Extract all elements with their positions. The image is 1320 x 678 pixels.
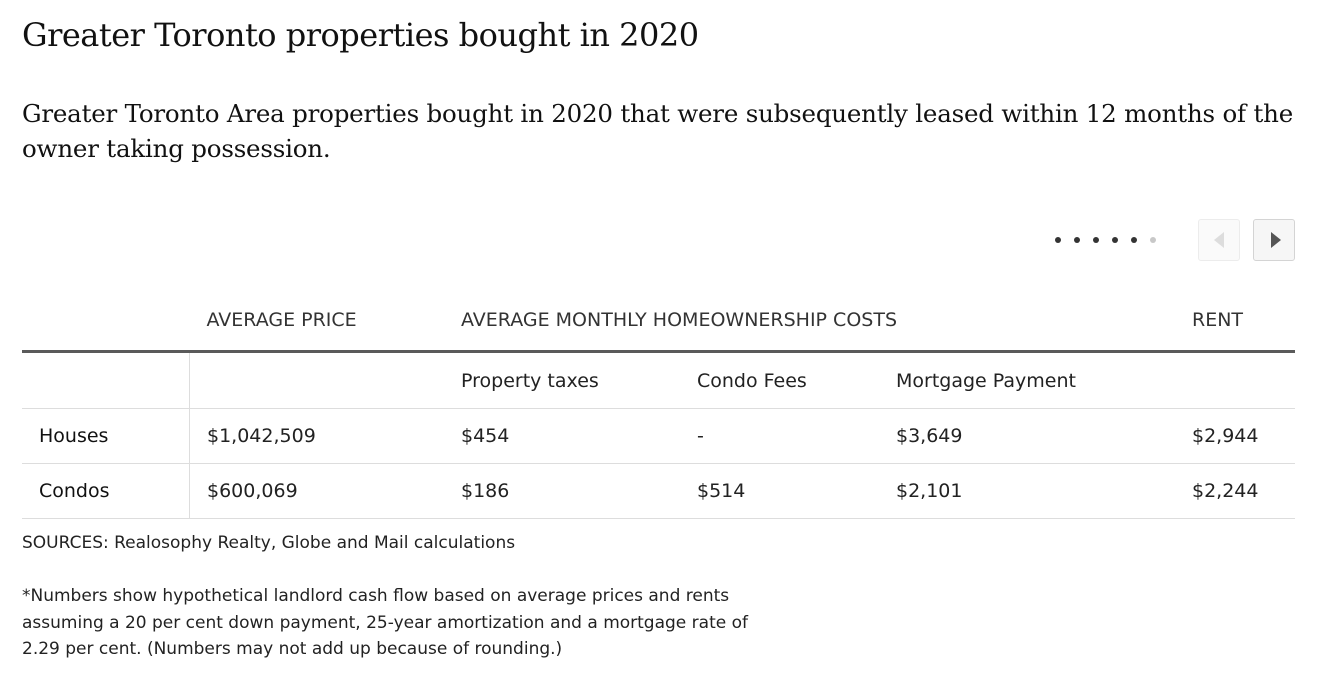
previous-page-button[interactable] [1198, 219, 1240, 261]
page-dot[interactable] [1131, 237, 1137, 243]
header-rent: RENT [1192, 290, 1295, 353]
subheader-blank-price [189, 351, 461, 409]
subheader-blank-rent [1192, 351, 1295, 409]
cell-condo-fees: - [697, 408, 896, 464]
row-label: Houses [22, 408, 190, 464]
subheader-mortgage-payment: Mortgage Payment [896, 351, 1192, 409]
cell-condo-fees: $514 [697, 463, 896, 519]
cell-rent: $2,244 [1192, 463, 1295, 519]
page-dot[interactable] [1150, 237, 1156, 243]
table-row: Condos $600,069 $186 $514 $2,101 $2,244 [22, 463, 1295, 519]
page-dot[interactable] [1112, 237, 1118, 243]
subheader-blank [22, 351, 190, 409]
header-blank [22, 290, 190, 353]
chevron-right-icon [1270, 232, 1281, 248]
subheader-property-taxes: Property taxes [461, 351, 697, 409]
header-homeownership-costs: AVERAGE MONTHLY HOMEOWNERSHIP COSTS [461, 290, 1192, 353]
properties-table: AVERAGE PRICE AVERAGE MONTHLY HOMEOWNERS… [22, 290, 1295, 519]
table-pager [1042, 219, 1295, 261]
row-label: Condos [22, 463, 190, 519]
next-page-button[interactable] [1253, 219, 1295, 261]
subheader-condo-fees: Condo Fees [697, 351, 896, 409]
table-group-header-row: AVERAGE PRICE AVERAGE MONTHLY HOMEOWNERS… [22, 290, 1295, 353]
page-dot[interactable] [1055, 237, 1061, 243]
page-dots [1042, 237, 1156, 243]
page-title: Greater Toronto properties bought in 202… [22, 16, 699, 54]
header-average-price: AVERAGE PRICE [189, 290, 461, 353]
cell-mortgage-payment: $3,649 [896, 408, 1192, 464]
table-sub-header-row: Property taxes Condo Fees Mortgage Payme… [22, 351, 1295, 409]
cell-property-taxes: $454 [461, 408, 697, 464]
table-row: Houses $1,042,509 $454 - $3,649 $2,944 [22, 408, 1295, 464]
cell-average-price: $600,069 [189, 463, 461, 519]
footnote: *Numbers show hypothetical landlord cash… [22, 586, 748, 659]
page-dot[interactable] [1074, 237, 1080, 243]
cell-average-price: $1,042,509 [189, 408, 461, 464]
chevron-left-icon [1214, 232, 1224, 248]
cell-rent: $2,944 [1192, 408, 1295, 464]
sources-note: SOURCES: Realosophy Realty, Globe and Ma… [22, 533, 516, 553]
page-dot[interactable] [1093, 237, 1099, 243]
cell-property-taxes: $186 [461, 463, 697, 519]
cell-mortgage-payment: $2,101 [896, 463, 1192, 519]
page-subtitle: Greater Toronto Area properties bought i… [22, 99, 1294, 163]
